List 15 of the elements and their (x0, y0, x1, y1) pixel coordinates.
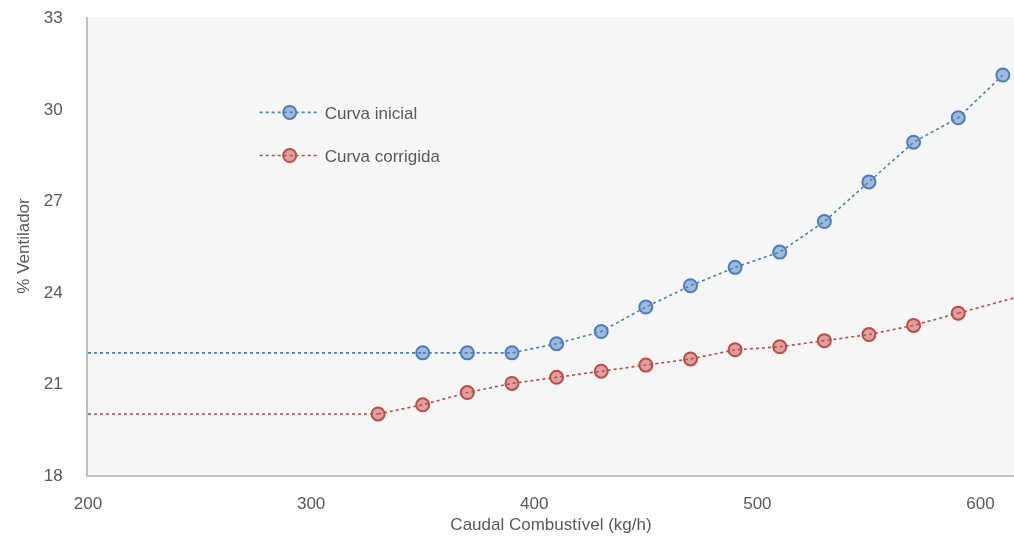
y-axis-title: % Ventilador (13, 197, 33, 294)
x-axis-title: Caudal Combustível (kg/h) (450, 515, 652, 535)
legend-label: Curva corrigida (324, 147, 441, 167)
y-tick-label: 21 (43, 374, 63, 394)
legend-label: Curva inicial (324, 104, 418, 124)
x-tick-label: 600 (966, 494, 995, 514)
y-tick-label: 27 (43, 191, 63, 211)
y-tick-label: 30 (43, 99, 63, 119)
x-tick-label: 400 (520, 494, 549, 514)
x-tick-label: 500 (743, 494, 772, 514)
x-tick-label: 300 (296, 494, 326, 514)
y-tick-label: 18 (43, 465, 63, 485)
y-tick-label: 24 (43, 282, 63, 302)
y-tick-label: 33 (43, 7, 63, 27)
x-tick-label: 200 (73, 494, 103, 514)
